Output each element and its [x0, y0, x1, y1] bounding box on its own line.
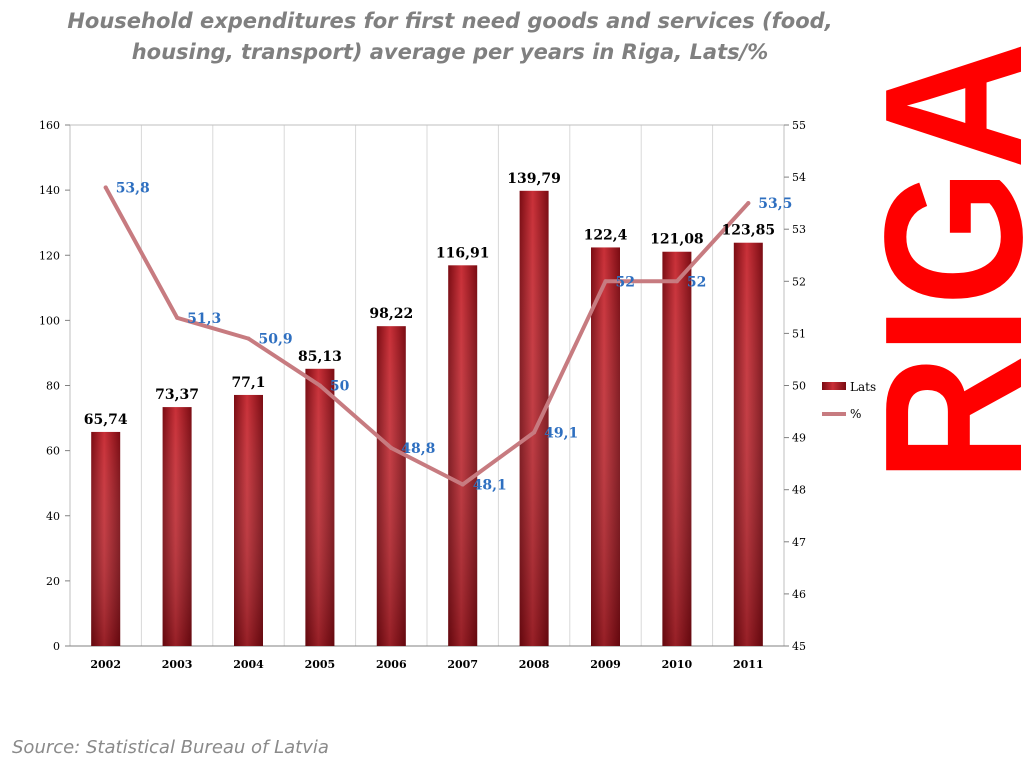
bar-value-label: 73,37 [155, 387, 199, 403]
y-right-tick-label: 48 [792, 484, 806, 497]
percent-point [246, 336, 251, 341]
x-tick-label: 2008 [519, 658, 550, 671]
bar-shading [519, 190, 549, 646]
tick-labels: 0204060801001201401604546474849505152535… [39, 119, 806, 671]
percent-value-label: 52 [616, 274, 635, 290]
y-left-tick-label: 140 [39, 184, 60, 197]
x-tick-label: 2006 [376, 658, 407, 671]
y-left-tick-label: 160 [39, 119, 60, 132]
bar-shading [162, 407, 192, 646]
y-right-tick-label: 51 [792, 327, 806, 340]
bar-value-label: 121,08 [650, 232, 704, 248]
legend-swatch-lats [822, 382, 846, 390]
riga-logo-text: RIGA [884, 42, 1024, 482]
percent-line [103, 185, 751, 487]
y-left-tick-label: 60 [46, 445, 60, 458]
y-right-tick-label: 54 [792, 171, 806, 184]
chart-title: Household expenditures for first need go… [67, 9, 833, 64]
y-right-tick-label: 53 [792, 223, 806, 236]
x-tick-label: 2002 [90, 658, 121, 671]
bar-shading [305, 368, 335, 646]
percent-value-label: 52 [687, 274, 706, 290]
y-right-tick-label: 55 [792, 119, 806, 132]
y-right-tick-label: 50 [792, 380, 806, 393]
bar-value-label: 77,1 [231, 375, 265, 391]
percent-point [674, 279, 679, 284]
y-left-tick-label: 0 [53, 640, 60, 653]
bar-value-label: 85,13 [298, 349, 342, 365]
bar-shading [91, 431, 121, 646]
y-left-tick-label: 40 [46, 510, 60, 523]
legend-label-percent: % [850, 407, 861, 421]
bar-shading [234, 394, 263, 646]
percent-point [175, 315, 180, 320]
percent-value-label: 48,1 [473, 477, 507, 493]
x-tick-label: 2005 [305, 658, 336, 671]
percent-point [460, 482, 465, 487]
legend-label-lats: Lats [850, 380, 876, 394]
percent-value-label: 50 [330, 379, 350, 395]
x-tick-label: 2007 [447, 658, 478, 671]
percent-point [746, 201, 751, 206]
riga-logo: RIGA [884, 40, 1024, 484]
data-labels: 65,74 73,37 77,1 85,13 98,22 116,91 139,79 122,… [84, 171, 793, 494]
y-left-tick-label: 120 [39, 249, 60, 262]
bar-shading [448, 265, 478, 646]
bar-shading [376, 326, 406, 646]
percent-point [317, 383, 322, 388]
percent-series-line [103, 185, 751, 487]
y-right-tick-label: 45 [792, 640, 806, 653]
percent-point [603, 279, 608, 284]
x-tick-label: 2009 [590, 658, 621, 671]
percent-value-label: 48,8 [401, 441, 435, 457]
bar-value-label: 98,22 [369, 306, 413, 322]
y-left-tick-label: 20 [46, 575, 60, 588]
y-right-tick-label: 47 [792, 536, 806, 549]
bar-shading [591, 247, 620, 646]
bar-value-label: 116,91 [436, 245, 490, 261]
y-right-tick-label: 46 [792, 588, 806, 601]
y-left-tick-label: 80 [46, 380, 60, 393]
y-right-tick-label: 49 [792, 432, 806, 445]
percent-value-label: 53,8 [116, 181, 150, 197]
percent-point [103, 185, 108, 190]
x-tick-label: 2010 [662, 658, 693, 671]
bar-value-label: 139,79 [507, 171, 561, 187]
y-left-tick-label: 100 [39, 314, 60, 327]
source-note: Source: Statistical Bureau of Latvia [12, 737, 329, 758]
bar-value-label: 122,4 [584, 227, 628, 243]
percent-point [532, 430, 537, 435]
y-right-tick-label: 52 [792, 275, 806, 288]
percent-value-label: 53,5 [758, 196, 792, 212]
bar-shading [662, 251, 692, 646]
x-tick-label: 2004 [233, 658, 264, 671]
x-tick-label: 2003 [162, 658, 193, 671]
percent-value-label: 50,9 [259, 332, 293, 348]
percent-value-label: 51,3 [187, 311, 221, 327]
legend: Lats % [822, 380, 876, 421]
bars [91, 190, 763, 646]
bar-value-label: 123,85 [722, 223, 776, 239]
percent-value-label: 49,1 [544, 425, 578, 441]
x-tick-label: 2011 [733, 658, 764, 671]
grid-lines [140, 125, 714, 646]
percent-point [389, 446, 394, 451]
bar-value-label: 65,74 [84, 412, 128, 428]
bar-shading [733, 242, 763, 646]
